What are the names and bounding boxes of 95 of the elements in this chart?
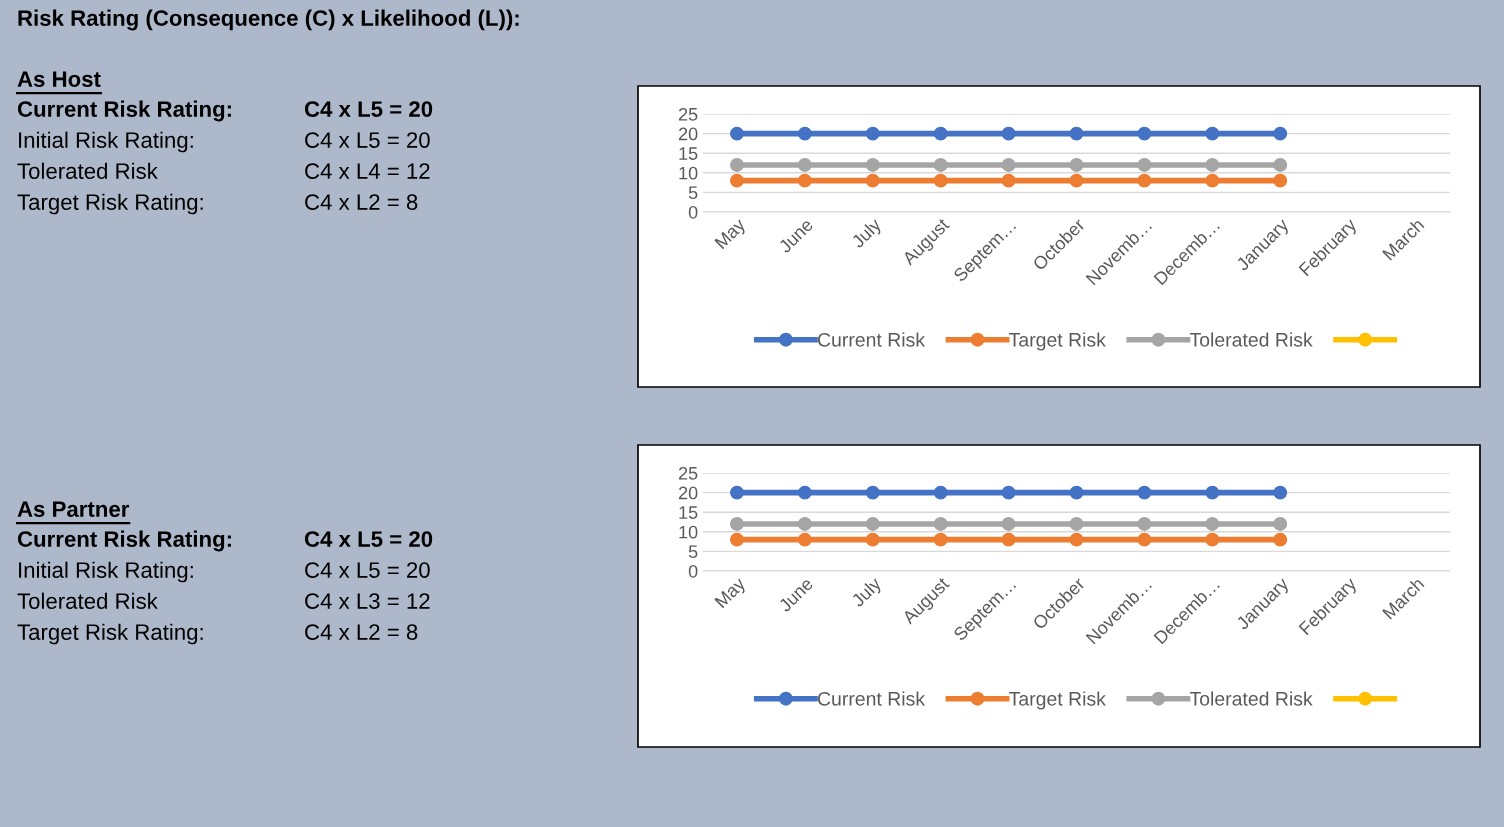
point xyxy=(865,485,880,500)
point xyxy=(1137,158,1152,172)
legend-label: Current Risk xyxy=(817,332,926,347)
y-tick-label: 25 xyxy=(678,107,698,121)
point xyxy=(730,517,744,531)
point xyxy=(865,158,880,172)
text: C4 x L5 = 20 xyxy=(305,132,430,148)
y-tick-label: 15 xyxy=(679,147,698,160)
point xyxy=(1001,173,1016,188)
point xyxy=(1273,173,1288,188)
point xyxy=(797,126,812,141)
point xyxy=(730,485,744,500)
point xyxy=(1205,485,1220,500)
point xyxy=(933,517,948,531)
x-tick-label: July xyxy=(850,575,885,611)
y-tick-label: 20 xyxy=(678,486,698,500)
legend-label: Target Risk xyxy=(1009,691,1106,710)
point xyxy=(797,158,812,172)
point xyxy=(730,173,744,188)
text: Target Risk Rating: xyxy=(17,623,203,645)
point xyxy=(933,173,948,188)
y-tick-label: 5 xyxy=(688,186,698,200)
point xyxy=(1001,517,1016,531)
point xyxy=(933,532,948,547)
text: C4 x L5 = 20 xyxy=(305,562,430,578)
y-tick-label: 10 xyxy=(679,166,698,180)
text: As Host xyxy=(17,71,101,87)
point xyxy=(1137,517,1152,531)
point xyxy=(1273,517,1288,531)
point xyxy=(1205,158,1220,172)
point xyxy=(1069,126,1084,141)
point xyxy=(1205,173,1220,188)
point xyxy=(1273,126,1288,141)
text: C4 x L2 = 8 xyxy=(305,194,418,210)
text: C4 x L2 = 8 xyxy=(305,624,418,640)
point xyxy=(1273,532,1288,547)
point xyxy=(1205,517,1220,531)
text: C4 x L5 = 20 xyxy=(304,531,433,547)
text: Risk Rating (Consequence (C) x Likelihood (L)): xyxy=(18,9,519,31)
point xyxy=(1137,126,1152,141)
point xyxy=(1069,173,1084,188)
point xyxy=(865,126,880,141)
point xyxy=(730,126,744,141)
x-tick-label: May xyxy=(714,217,749,252)
text: Tolerated Risk xyxy=(17,592,158,609)
point xyxy=(797,532,812,547)
point xyxy=(1069,532,1084,547)
text: Initial Risk Rating: xyxy=(19,131,193,153)
text: C4 x L3 = 12 xyxy=(305,593,430,609)
legend-label: Tolerated Risk xyxy=(1189,332,1313,347)
point xyxy=(797,485,812,500)
point xyxy=(1001,158,1016,172)
point xyxy=(1273,158,1288,172)
text: As Partner xyxy=(17,501,130,517)
point xyxy=(1205,532,1220,547)
point xyxy=(1205,126,1220,141)
legend-label: Tolerated Risk xyxy=(1189,691,1313,706)
point xyxy=(1001,485,1016,500)
legend-label: Target Risk xyxy=(1009,332,1106,351)
point xyxy=(1069,517,1084,531)
point xyxy=(1137,532,1152,547)
y-tick-label: 15 xyxy=(679,506,698,519)
y-tick-label: 0 xyxy=(688,205,698,219)
x-tick-label: May xyxy=(714,576,749,611)
point xyxy=(1273,485,1288,500)
point xyxy=(797,517,812,531)
point xyxy=(730,158,744,172)
y-tick-label: 0 xyxy=(688,564,698,578)
y-tick-label: 20 xyxy=(678,127,698,141)
text: C4 x L4 = 12 xyxy=(305,163,430,179)
y-tick-label: 10 xyxy=(679,525,698,539)
text: Target Risk Rating: xyxy=(17,193,203,215)
y-tick-label: 25 xyxy=(678,466,698,480)
text: Initial Risk Rating: xyxy=(19,561,193,583)
point xyxy=(797,173,812,188)
legend-label: Current Risk xyxy=(817,691,926,706)
point xyxy=(730,532,744,547)
text: Tolerated Risk xyxy=(17,162,158,179)
point xyxy=(1137,173,1152,188)
point xyxy=(865,532,880,547)
point xyxy=(865,173,880,188)
point xyxy=(1001,126,1016,141)
point xyxy=(933,485,948,500)
text: C4 x L5 = 20 xyxy=(304,101,433,117)
x-tick-label: July xyxy=(850,216,885,252)
text: Current Risk Rating: xyxy=(17,530,231,552)
point xyxy=(1069,158,1084,172)
y-tick-label: 5 xyxy=(688,545,698,559)
point xyxy=(1137,485,1152,500)
point xyxy=(1069,485,1084,500)
point xyxy=(1001,532,1016,547)
text: Current Risk Rating: xyxy=(17,100,231,122)
point xyxy=(865,517,880,531)
point xyxy=(933,158,948,172)
point xyxy=(933,126,948,141)
